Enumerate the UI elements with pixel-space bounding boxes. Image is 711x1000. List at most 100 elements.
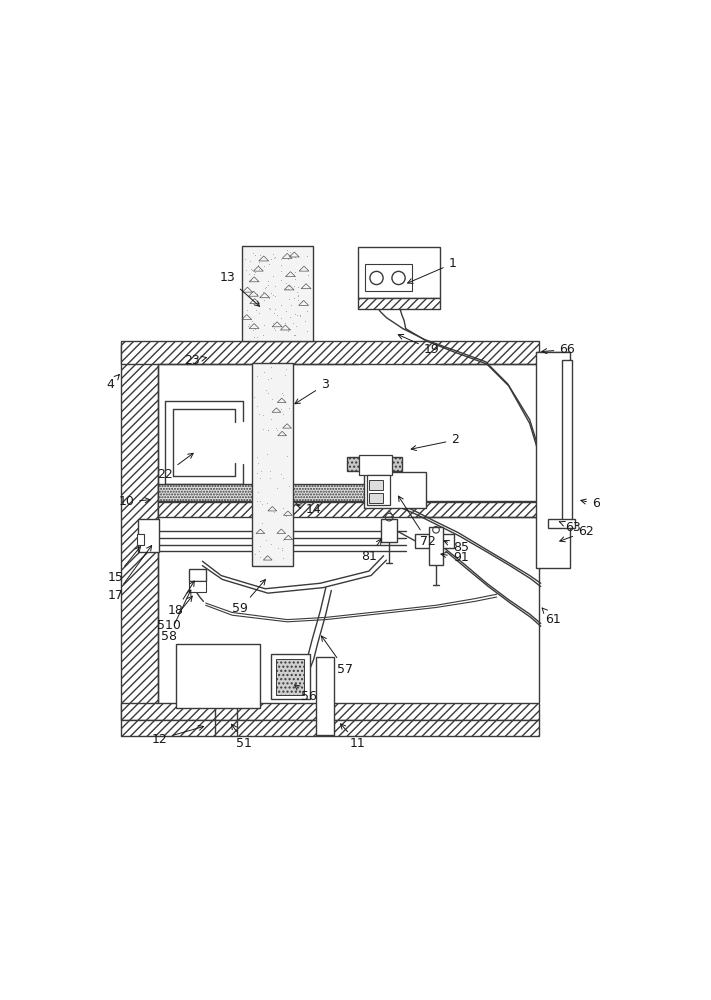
Point [289,264,301,280]
Point [260,532,272,548]
Point [251,449,262,465]
Text: 59: 59 [232,580,265,615]
Point [250,264,261,280]
Point [262,273,273,289]
Point [280,281,292,297]
Point [258,421,269,437]
Text: 63: 63 [560,521,581,534]
Text: 62: 62 [560,525,594,542]
Point [265,411,277,427]
Point [257,407,269,423]
Point [270,420,282,436]
Point [276,272,287,288]
Point [292,284,303,300]
Point [275,251,287,267]
Point [262,385,274,401]
Bar [176,644,260,708]
Point [252,455,264,471]
Bar [121,720,538,736]
Point [245,253,256,269]
Point [253,406,264,422]
Text: 1: 1 [407,257,456,283]
Point [259,317,270,333]
Point [245,261,257,277]
Point [252,329,263,345]
Point [252,286,263,302]
Point [262,495,273,511]
Point [275,257,287,273]
Text: 56: 56 [294,685,317,703]
Point [255,470,266,486]
Point [242,318,253,334]
Point [247,322,259,338]
Point [291,307,302,323]
Point [282,448,293,464]
Bar [189,581,205,592]
Point [299,313,310,329]
Point [290,318,301,334]
Point [294,307,306,323]
Point [249,247,260,263]
Point [275,297,287,313]
Point [263,290,274,306]
Point [289,271,301,287]
Point [272,307,283,323]
Point [283,278,294,294]
Point [279,367,291,383]
Point [252,257,263,273]
Point [296,293,308,309]
Point [301,323,313,339]
Text: 15: 15 [107,547,141,584]
Point [243,266,255,282]
Point [277,532,289,548]
Text: 3: 3 [295,378,328,404]
Point [249,321,260,337]
Bar [252,363,294,566]
Point [277,385,288,401]
Point [261,382,272,398]
Point [301,303,313,319]
Text: 58: 58 [161,590,191,643]
Text: 61: 61 [542,608,561,626]
Point [255,493,266,509]
Point [269,322,280,338]
Bar [381,519,397,542]
Point [284,400,295,416]
Text: 12: 12 [151,725,203,746]
Bar [415,534,454,548]
Point [256,515,267,531]
Point [292,279,304,295]
Point [271,480,282,496]
Point [287,315,299,331]
Text: 13: 13 [220,271,260,306]
Point [277,470,289,486]
Point [262,422,274,438]
Bar [271,654,311,699]
Point [268,504,279,520]
Point [260,279,272,295]
Text: 57: 57 [321,636,353,676]
Point [293,287,304,303]
Point [282,281,294,297]
Point [284,321,296,337]
Bar [562,360,572,520]
Point [255,247,266,263]
Text: 22: 22 [157,453,193,481]
Bar [189,569,205,581]
Bar [159,502,538,517]
Point [249,389,260,405]
Point [254,538,265,554]
Point [281,303,292,319]
Text: 18: 18 [168,581,194,617]
Point [289,327,301,343]
Bar [121,341,538,364]
Point [266,391,277,407]
Bar [137,534,144,545]
Point [284,309,295,325]
Point [276,466,287,482]
Point [288,290,299,306]
Text: 10: 10 [119,495,150,508]
Point [264,463,276,479]
Point [268,250,279,266]
Bar [364,472,426,508]
